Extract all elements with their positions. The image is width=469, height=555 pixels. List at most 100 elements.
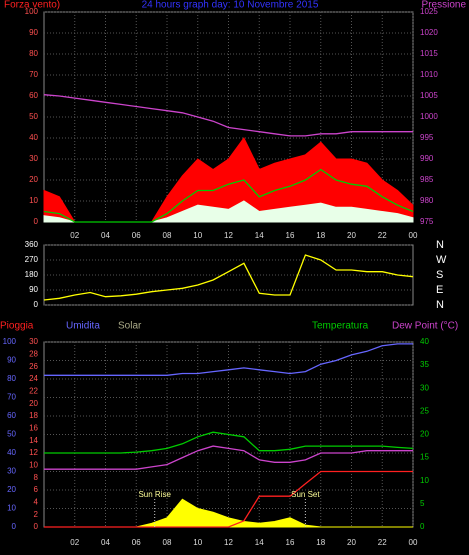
line bbox=[43, 94, 413, 137]
x-tick-label: 18 bbox=[316, 538, 325, 547]
y2-tick-label: 1025 bbox=[420, 7, 438, 16]
y-tick-label: 20 bbox=[29, 175, 38, 184]
x-tick-label: 04 bbox=[101, 538, 110, 547]
y-tick-label: 180 bbox=[25, 270, 39, 279]
y-tick-label: 80 bbox=[29, 49, 38, 58]
legend-label: Umidita bbox=[66, 321, 100, 332]
line bbox=[43, 254, 414, 301]
y-tick-label: 30 bbox=[29, 154, 38, 163]
legend-label: Dew Point (°C) bbox=[392, 321, 458, 332]
y3-tick-label: 6 bbox=[34, 485, 39, 494]
y-tick-label: 90 bbox=[29, 28, 38, 37]
y-tick-label: 100 bbox=[25, 7, 39, 16]
x-tick-label: 20 bbox=[347, 538, 356, 547]
y-tick-label: 60 bbox=[7, 411, 16, 420]
y-tick-label: 40 bbox=[29, 133, 38, 142]
y3-tick-label: 0 bbox=[34, 522, 39, 531]
x-tick-label: 18 bbox=[316, 231, 325, 240]
y3-tick-label: 10 bbox=[29, 460, 38, 469]
y2-tick-label: N bbox=[436, 239, 444, 251]
y3-tick-label: 2 bbox=[34, 510, 39, 519]
x-tick-label: 08 bbox=[163, 538, 172, 547]
y3-tick-label: 22 bbox=[29, 386, 38, 395]
y2-tick-label: 1020 bbox=[420, 28, 438, 37]
y2-tick-label: 980 bbox=[420, 196, 434, 205]
y2-tick-label: N bbox=[436, 299, 444, 311]
y3-tick-label: 30 bbox=[29, 337, 38, 346]
line bbox=[44, 445, 413, 470]
y3-tick-label: 4 bbox=[34, 497, 39, 506]
y-tick-label: 100 bbox=[3, 337, 17, 346]
y2-tick-label: 30 bbox=[420, 383, 429, 392]
x-tick-label: 22 bbox=[378, 538, 387, 547]
x-tick-label: 00 bbox=[409, 231, 418, 240]
x-tick-label: 22 bbox=[378, 231, 387, 240]
y2-tick-label: 995 bbox=[420, 133, 434, 142]
y2-tick-label: S bbox=[436, 269, 443, 281]
y-axis-title: Forza vento) bbox=[4, 0, 60, 11]
y-tick-label: 20 bbox=[7, 485, 16, 494]
chart-title: 24 hours graph day: 10 Novembre 2015 bbox=[142, 0, 319, 11]
x-tick-label: 06 bbox=[132, 538, 141, 547]
y3-tick-label: 12 bbox=[29, 448, 38, 457]
y-tick-label: 50 bbox=[29, 112, 38, 121]
y2-tick-label: 0 bbox=[420, 522, 425, 531]
y-tick-label: 70 bbox=[7, 393, 16, 402]
x-tick-label: 10 bbox=[193, 538, 202, 547]
y-tick-label: 70 bbox=[29, 70, 38, 79]
x-tick-label: 16 bbox=[286, 538, 295, 547]
y-tick-label: 360 bbox=[25, 240, 39, 249]
legend-label: Pioggia bbox=[0, 321, 34, 332]
x-tick-label: 14 bbox=[255, 231, 264, 240]
y-tick-label: 270 bbox=[25, 255, 39, 264]
y2-tick-label: 25 bbox=[420, 406, 429, 415]
x-tick-label: 10 bbox=[193, 231, 202, 240]
y-tick-label: 80 bbox=[7, 374, 16, 383]
y2-tick-label: 1015 bbox=[420, 49, 438, 58]
y3-tick-label: 14 bbox=[29, 436, 38, 445]
y2-tick-label: 40 bbox=[420, 337, 429, 346]
x-tick-label: 12 bbox=[224, 231, 233, 240]
legend-label: Solar bbox=[118, 321, 142, 332]
x-tick-label: 20 bbox=[347, 231, 356, 240]
y2-tick-label: 5 bbox=[420, 499, 425, 508]
line bbox=[44, 343, 413, 376]
y2-tick-label: 975 bbox=[420, 217, 434, 226]
x-tick-label: 00 bbox=[409, 538, 418, 547]
y-tick-label: 0 bbox=[12, 522, 17, 531]
y3-tick-label: 20 bbox=[29, 399, 38, 408]
annotation: Sun Set bbox=[291, 490, 320, 499]
y3-tick-label: 8 bbox=[34, 473, 39, 482]
x-tick-label: 08 bbox=[163, 231, 172, 240]
x-tick-label: 16 bbox=[286, 231, 295, 240]
y-tick-label: 50 bbox=[7, 430, 16, 439]
y-tick-label: 10 bbox=[7, 504, 16, 513]
x-tick-label: 12 bbox=[224, 538, 233, 547]
y3-tick-label: 16 bbox=[29, 423, 38, 432]
y2-tick-label: E bbox=[436, 284, 443, 296]
line bbox=[44, 431, 414, 454]
y-tick-label: 40 bbox=[7, 448, 16, 457]
y2-tick-label: 990 bbox=[420, 154, 434, 163]
y3-tick-label: 18 bbox=[29, 411, 38, 420]
y3-tick-label: 24 bbox=[29, 374, 38, 383]
y2-tick-label: 15 bbox=[420, 453, 429, 462]
y-tick-label: 0 bbox=[34, 300, 39, 309]
x-tick-label: 06 bbox=[132, 231, 141, 240]
annotation: Sun Rise bbox=[138, 490, 171, 499]
y2-tick-label: 20 bbox=[420, 430, 429, 439]
y3-tick-label: 28 bbox=[29, 349, 38, 358]
y-tick-label: 90 bbox=[29, 285, 38, 294]
y2-tick-label: 35 bbox=[420, 360, 429, 369]
y2-tick-label: W bbox=[436, 254, 447, 266]
y3-tick-label: 26 bbox=[29, 362, 38, 371]
line bbox=[43, 168, 414, 223]
legend-label: Temperatura bbox=[312, 321, 369, 332]
y2-tick-label: 1010 bbox=[420, 70, 438, 79]
x-tick-label: 14 bbox=[255, 538, 264, 547]
x-tick-label: 02 bbox=[70, 538, 79, 547]
y-tick-label: 0 bbox=[34, 217, 39, 226]
